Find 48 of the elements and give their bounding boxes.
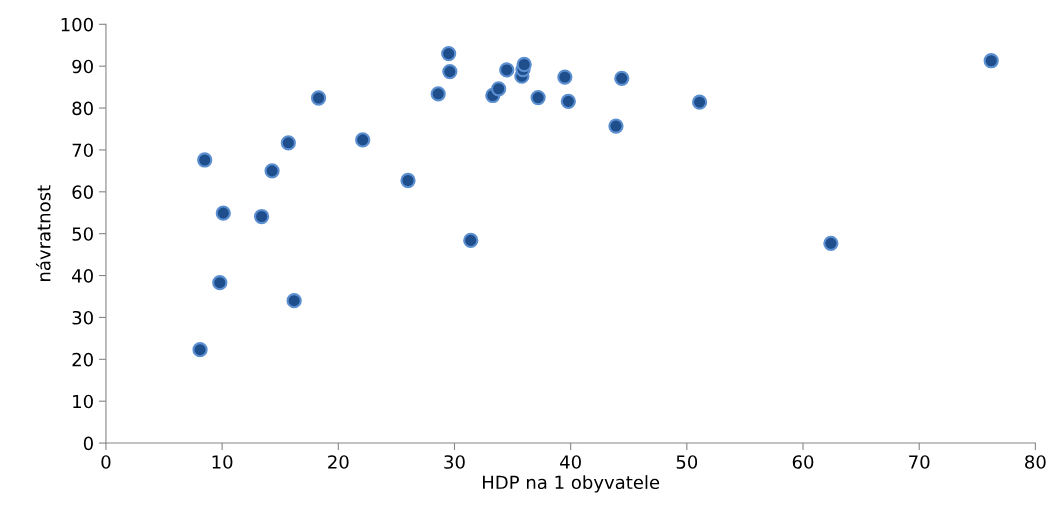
y-tick-label: 0	[83, 436, 93, 451]
point	[212, 275, 228, 291]
x-tick-label: 20	[328, 455, 349, 469]
x-tick-label: 0	[101, 455, 111, 469]
y-tick-label: 70	[72, 143, 93, 158]
point	[491, 81, 507, 97]
point	[192, 342, 208, 358]
y-tick-label: 60	[72, 185, 93, 199]
point	[691, 94, 708, 110]
y-tick-label: 100	[61, 17, 93, 32]
y-axis-title: návratnost	[35, 185, 51, 281]
point	[355, 132, 371, 148]
point	[442, 63, 458, 80]
y-tick-label: 40	[72, 269, 93, 283]
y-tick-label: 90	[72, 59, 93, 74]
x-tick-label: 80	[1025, 455, 1046, 469]
point	[499, 62, 515, 78]
point	[280, 135, 296, 151]
x-tick-label: 70	[909, 455, 930, 469]
y-tick-label: 20	[72, 352, 93, 367]
point	[310, 90, 327, 106]
point	[264, 163, 280, 179]
point	[197, 152, 213, 168]
point	[516, 56, 532, 73]
point	[823, 235, 839, 251]
x-tick-label: 50	[676, 455, 698, 469]
point	[614, 70, 630, 86]
point	[463, 232, 479, 249]
point	[215, 205, 231, 221]
x-tick-label: 30	[444, 455, 465, 469]
point	[608, 118, 624, 134]
y-tick-label: 80	[72, 101, 93, 116]
point	[560, 93, 576, 109]
point	[254, 208, 270, 225]
point	[286, 293, 302, 309]
point	[441, 45, 457, 62]
point	[400, 172, 416, 189]
x-tick-label: 40	[560, 455, 581, 469]
x-tick-label: 60	[792, 455, 814, 469]
y-tick-label: 50	[72, 227, 93, 241]
point	[557, 69, 573, 85]
point	[983, 53, 999, 69]
x-axis-title: HDP na 1 obyvatele	[483, 475, 660, 493]
point	[530, 89, 546, 106]
point	[430, 86, 446, 102]
y-tick-label: 30	[72, 310, 93, 325]
x-tick-label: 10	[212, 455, 233, 469]
y-tick-label: 10	[73, 394, 93, 409]
